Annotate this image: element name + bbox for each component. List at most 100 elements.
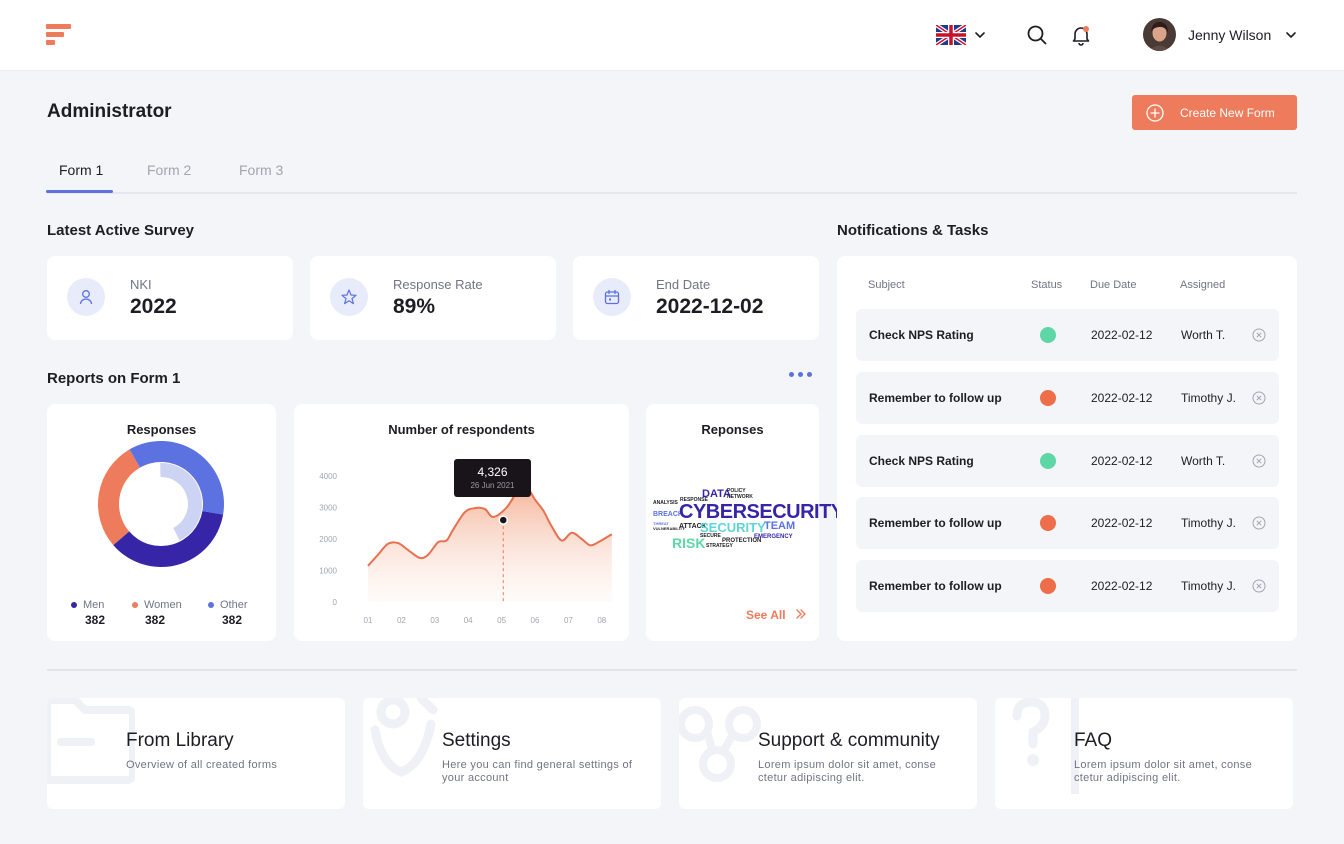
user-name[interactable]: Jenny Wilson — [1188, 27, 1272, 43]
close-circle-icon[interactable] — [1252, 454, 1266, 468]
task-assignee: Worth T. — [1181, 454, 1226, 468]
task-row[interactable]: Check NPS Rating 2022-02-12 Worth T. — [856, 435, 1279, 487]
reports-title: Reports on Form 1 — [47, 370, 181, 387]
stat-card-nki: NKI 2022 — [47, 256, 293, 340]
column-header-assigned: Assigned — [1180, 279, 1226, 291]
legend-label: Other — [220, 599, 248, 611]
legend-other: Other — [208, 599, 248, 611]
latest-survey-title: Latest Active Survey — [47, 222, 195, 239]
user-icon — [67, 278, 105, 316]
search-icon[interactable] — [1026, 24, 1048, 46]
task-due-date: 2022-02-12 — [1091, 579, 1153, 593]
task-due-date: 2022-02-12 — [1091, 454, 1153, 468]
area-fill — [368, 486, 612, 602]
task-subject: Remember to follow up — [869, 516, 1002, 530]
task-row[interactable]: Remember to follow up 2022-02-12 Timothy… — [856, 372, 1279, 424]
section-divider — [47, 669, 1297, 671]
card-description: Lorem ipsum dolor sit amet, conse ctetur… — [1074, 759, 1253, 784]
word: SECURITY — [700, 520, 766, 535]
form-tabs: Form 1 Form 2 Form 3 — [46, 150, 1297, 194]
close-circle-icon[interactable] — [1252, 328, 1266, 342]
see-all-link[interactable]: See All — [746, 608, 807, 622]
task-assignee: Timothy J. — [1181, 579, 1236, 593]
donut-slice-other[interactable] — [129, 441, 224, 515]
status-indicator — [1040, 327, 1056, 343]
create-new-form-label: Create New Form — [1180, 105, 1275, 120]
support-community-card[interactable]: Support & community Lorem ipsum dolor si… — [679, 698, 977, 809]
task-assignee: Worth T. — [1181, 328, 1226, 342]
word: DATA — [702, 488, 731, 500]
x-tick-label: 03 — [430, 616, 439, 625]
task-row[interactable]: Remember to follow up 2022-02-12 Timothy… — [856, 560, 1279, 612]
x-tick-label: 02 — [397, 616, 406, 625]
chart-title: Number of respondents — [388, 422, 535, 437]
word: RISK — [672, 535, 706, 551]
status-indicator — [1040, 515, 1056, 531]
more-options-button[interactable] — [789, 372, 812, 377]
column-header-subject: Subject — [868, 279, 905, 291]
close-circle-icon[interactable] — [1252, 516, 1266, 530]
see-all-label: See All — [746, 608, 786, 622]
card-title: Support & community — [758, 730, 940, 751]
logo-icon[interactable] — [46, 24, 72, 48]
tab-form-3[interactable]: Form 3 — [239, 162, 284, 178]
close-circle-icon[interactable] — [1252, 579, 1266, 593]
legend-value: 382 — [222, 613, 243, 627]
donut-slice-men[interactable] — [113, 511, 224, 567]
legend-label: Women — [144, 599, 182, 611]
gear-icon — [370, 698, 438, 777]
y-tick-label: 2000 — [319, 535, 337, 544]
bell-icon[interactable] — [1070, 24, 1092, 46]
legend-value: 382 — [145, 613, 166, 627]
settings-card[interactable]: Settings Here you can find general setti… — [363, 698, 661, 809]
donut-inner-ring — [160, 463, 202, 541]
card-title: Settings — [442, 730, 511, 751]
legend-value: 382 — [85, 613, 106, 627]
task-subject: Check NPS Rating — [869, 454, 974, 468]
marker-point[interactable] — [498, 515, 509, 525]
create-new-form-button[interactable]: Create New Form — [1132, 95, 1297, 130]
tab-form-2[interactable]: Form 2 — [147, 162, 192, 178]
y-tick-label: 0 — [333, 598, 338, 607]
x-tick-label: 04 — [464, 616, 473, 625]
avatar[interactable] — [1143, 18, 1176, 51]
active-tab-indicator — [46, 190, 113, 193]
chart-title: Responses — [126, 422, 197, 437]
x-tick-label: 01 — [364, 616, 373, 625]
stat-label: Response Rate — [393, 277, 483, 292]
word: ANALYSIS — [653, 500, 678, 506]
uk-flag-icon[interactable] — [936, 25, 966, 45]
double-chevron-right-icon — [796, 609, 806, 619]
task-row[interactable]: Check NPS Rating 2022-02-12 Worth T. — [856, 309, 1279, 361]
donut-slice-women[interactable] — [97, 449, 141, 546]
word: STRATEGY — [706, 543, 733, 549]
donut-chart — [97, 441, 224, 567]
word: PROTECTION — [722, 538, 762, 544]
task-assignee: Timothy J. — [1181, 516, 1236, 530]
language-chevron-down-icon[interactable] — [973, 28, 987, 42]
task-subject: Remember to follow up — [869, 391, 1002, 405]
network-icon — [679, 706, 761, 782]
card-description: Overview of all created forms — [126, 759, 278, 771]
tab-form-1[interactable]: Form 1 — [59, 162, 104, 178]
page-title: Administrator — [47, 101, 172, 122]
task-row[interactable]: Remember to follow up 2022-02-12 Timothy… — [856, 497, 1279, 549]
from-library-card[interactable]: From Library Overview of all created for… — [47, 698, 345, 809]
user-menu-chevron-down-icon[interactable] — [1284, 28, 1298, 42]
faq-card[interactable]: FAQ Lorem ipsum dolor sit amet, conse ct… — [995, 698, 1293, 809]
task-due-date: 2022-02-12 — [1091, 391, 1153, 405]
area-chart: 0 1000 2000 3000 4000 01 02 03 04 05 06 07 08 — [319, 472, 613, 625]
stat-value: 89% — [393, 295, 436, 318]
tooltip: 4,326 26 Jun 2021 — [454, 459, 531, 497]
word: SECURE — [700, 533, 721, 539]
status-indicator — [1040, 578, 1056, 594]
close-circle-icon[interactable] — [1252, 391, 1266, 405]
task-assignee: Timothy J. — [1181, 391, 1236, 405]
stat-card-end-date: End Date 2022-12-02 — [573, 256, 819, 340]
word: POLICY — [727, 488, 746, 494]
y-tick-label: 3000 — [319, 504, 337, 513]
y-tick-label: 1000 — [319, 567, 337, 576]
stat-label: NKI — [130, 277, 152, 292]
respondents-chart-card: Number of respondents 0 1000 2000 3000 4000 0… — [294, 404, 629, 641]
legend-women: Women — [132, 599, 182, 611]
